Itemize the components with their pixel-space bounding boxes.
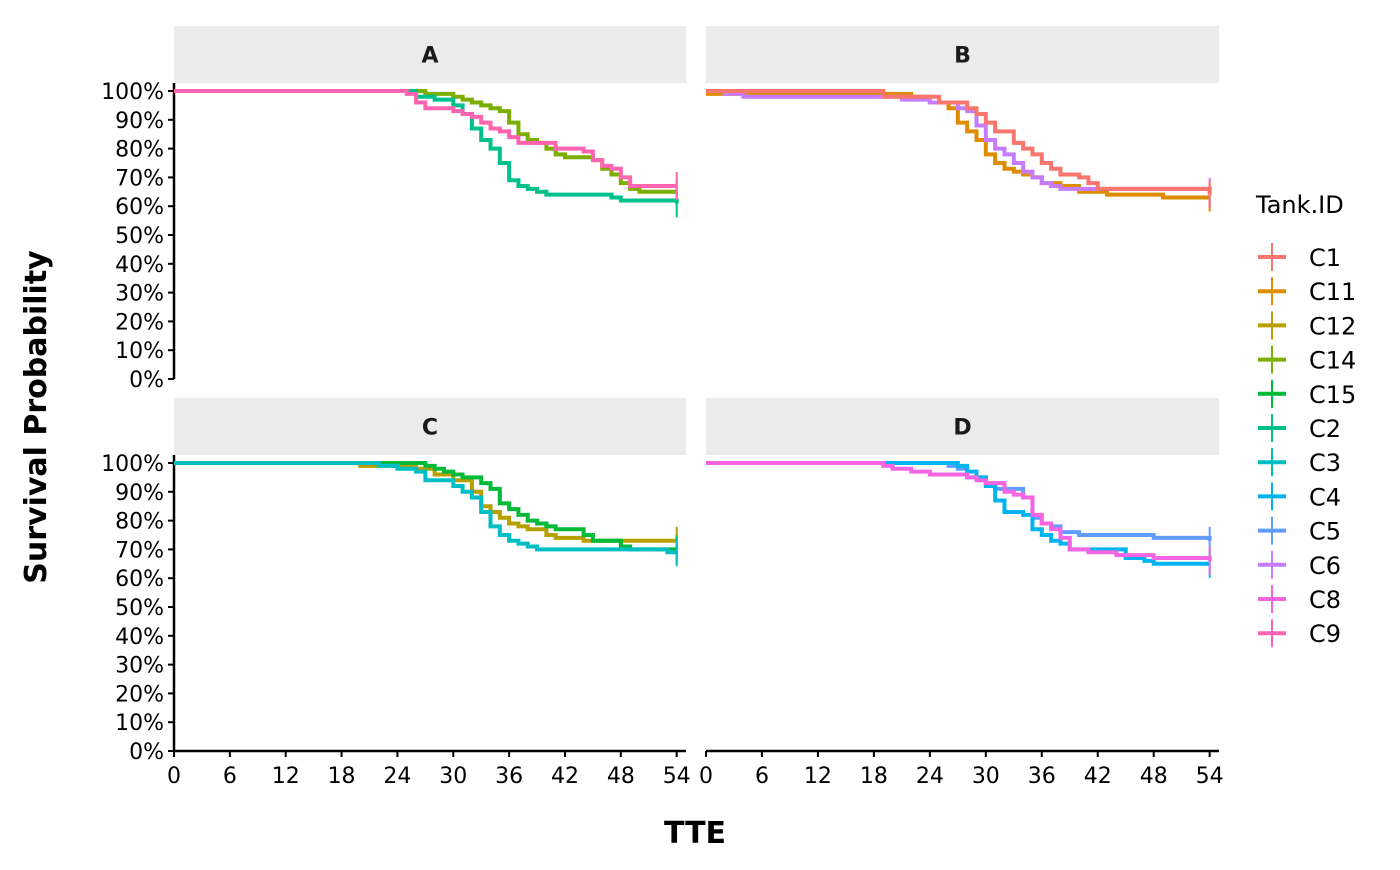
survival-curve-C9 [174, 89, 677, 189]
y-tick-label: 80% [115, 138, 164, 163]
x-tick-label: 42 [551, 764, 579, 789]
legend-label: C12 [1309, 312, 1356, 340]
survival-curve-C6 [706, 89, 1212, 192]
y-axis-title: Survival Probability [19, 250, 54, 584]
y-tick-label: 70% [115, 538, 164, 563]
survival-curve-C15 [174, 461, 677, 552]
x-tick-label: 18 [860, 764, 888, 789]
y-tick-label: 70% [115, 166, 164, 191]
y-tick-label: 60% [115, 567, 164, 592]
legend-title: Tank.ID [1255, 191, 1344, 219]
panel-C: C 0% 10% 20% 30% 40% 50% 60% 70% 80% 90% 100% 0 6 12 18… [101, 398, 691, 789]
legend-label: C14 [1309, 347, 1356, 375]
x-tick-label: 54 [663, 764, 691, 789]
legend-item-C2: C2 [1258, 414, 1341, 443]
y-tick-label: 90% [115, 109, 164, 134]
panel-B: B [706, 26, 1219, 212]
y-tick-label: 90% [115, 481, 164, 506]
survival-curve-C1 [706, 89, 1212, 195]
x-tick-label: 12 [804, 764, 832, 789]
panel-D: D 0 6 12 18 24 30 36 42 48 54 [699, 398, 1224, 789]
survival-curve-C3 [174, 461, 677, 555]
x-axis-title: TTE [664, 816, 726, 851]
x-tick-label: 6 [755, 764, 769, 789]
legend-label: C5 [1309, 518, 1341, 546]
legend-label: C1 [1309, 244, 1341, 272]
legend-label: C3 [1309, 449, 1341, 477]
y-tick-label: 30% [115, 282, 164, 307]
legend-item-C12: C12 [1258, 311, 1356, 340]
facet-strip [174, 398, 686, 455]
x-tick-label: 30 [972, 764, 1000, 789]
legend-label: C9 [1309, 620, 1341, 648]
x-tick-label: 24 [916, 764, 944, 789]
y-tick-label: 0% [129, 368, 164, 393]
legend-item-C6: C6 [1258, 550, 1341, 580]
y-tick-label: 60% [115, 195, 164, 220]
legend-label: C15 [1309, 381, 1356, 409]
x-tick-label: 48 [1140, 764, 1168, 789]
x-tick-label: 0 [167, 764, 181, 789]
legend-label: C6 [1309, 552, 1341, 580]
legend-label: C8 [1309, 586, 1341, 614]
legend-item-C1: C1 [1258, 243, 1341, 272]
facet-label: A [421, 44, 438, 69]
legend-item-C5: C5 [1258, 516, 1341, 546]
y-tick-label: 0% [129, 740, 164, 765]
y-tick-label: 20% [115, 682, 164, 707]
facet-strip [174, 26, 686, 83]
facet-strip [706, 26, 1219, 83]
y-tick-label: 100% [101, 452, 164, 477]
legend-item-C9: C9 [1258, 619, 1341, 648]
legend-item-C14: C14 [1258, 345, 1356, 375]
legend-item-C15: C15 [1258, 379, 1356, 409]
legend-item-C11: C11 [1258, 277, 1356, 306]
facet-strip [706, 398, 1219, 455]
x-tick-label: 54 [1196, 764, 1224, 789]
legend-label: C2 [1309, 415, 1341, 443]
survival-curve-C14 [174, 89, 677, 194]
y-tick-label: 20% [115, 310, 164, 335]
y-tick-label: 30% [115, 654, 164, 679]
y-tick-label: 40% [115, 625, 164, 650]
panel-A: A 0% 10% 20% 30% 40% 50% 60% 70% 80% 90% 100% [101, 26, 686, 393]
x-tick-label: 6 [223, 764, 237, 789]
x-tick-label: 12 [272, 764, 300, 789]
x-tick-label: 24 [383, 764, 411, 789]
legend-item-C4: C4 [1258, 482, 1341, 511]
facet-label: C [422, 416, 438, 441]
y-tick-label: 50% [115, 596, 164, 621]
y-tick-label: 10% [115, 339, 164, 364]
y-tick-label: 50% [115, 224, 164, 249]
legend-label: C11 [1309, 278, 1356, 306]
x-tick-label: 0 [699, 764, 713, 789]
x-tick-label: 48 [607, 764, 635, 789]
y-tick-label: 10% [115, 711, 164, 736]
facet-label: D [953, 416, 971, 441]
x-tick-label: 42 [1084, 764, 1112, 789]
x-tick-label: 36 [1028, 764, 1056, 789]
legend-label: C4 [1309, 483, 1341, 511]
y-tick-label: 80% [115, 510, 164, 535]
x-tick-label: 18 [328, 764, 356, 789]
legend-item-C8: C8 [1258, 585, 1341, 614]
x-tick-label: 30 [439, 764, 467, 789]
x-tick-label: 36 [495, 764, 523, 789]
y-tick-label: 100% [101, 80, 164, 105]
survival-curve-C2 [174, 89, 679, 204]
y-tick-label: 40% [115, 253, 164, 278]
legend-item-C3: C3 [1258, 448, 1341, 477]
facet-label: B [954, 44, 971, 69]
survival-curve-C8 [706, 461, 1212, 561]
survival-curve-C4 [706, 461, 1210, 566]
